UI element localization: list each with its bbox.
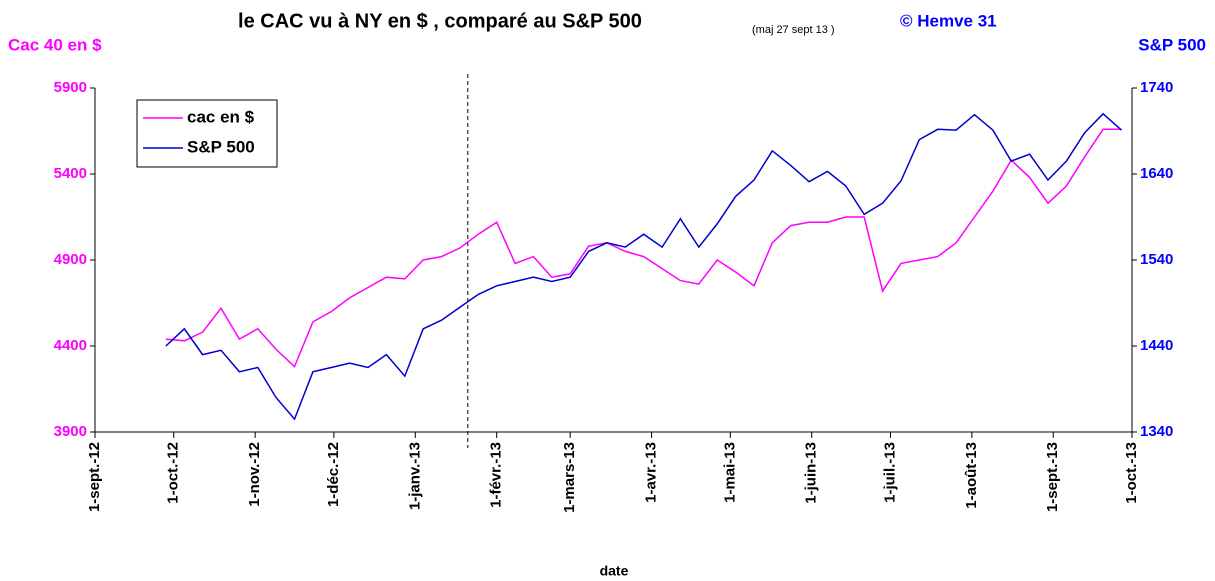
x-tick-label: 1-oct.-13 [1123, 442, 1140, 504]
y2-tick-label: 1640 [1140, 165, 1173, 182]
y-tick-label: 4900 [54, 251, 87, 268]
y-tick-label: 3900 [54, 423, 87, 440]
x-tick-label: 1-janv.-13 [406, 442, 423, 510]
y2-tick-label: 1740 [1140, 79, 1173, 96]
legend-box [136, 99, 278, 168]
x-tick-label: 1-févr.-13 [488, 442, 505, 508]
y-axis-title: Cac 40 en $ [8, 35, 102, 54]
y2-axis-title: S&P 500 [1138, 35, 1206, 54]
x-tick-label: 1-mars-13 [561, 442, 578, 513]
x-tick-label: 1-mai-13 [721, 442, 738, 503]
y-tick-label: 5400 [54, 165, 87, 182]
y2-tick-label: 1540 [1140, 251, 1173, 268]
x-tick-label: 1-avr.-13 [643, 442, 660, 503]
x-tick-label: 1-déc.-12 [325, 442, 342, 507]
chart-title: le CAC vu à NY en $ , comparé au S&P 500 [238, 10, 642, 32]
series-line [165, 128, 1122, 368]
y2-tick-label: 1340 [1140, 423, 1173, 440]
y-tick-label: 5900 [54, 79, 87, 96]
y2-tick-label: 1440 [1140, 337, 1173, 354]
x-tick-label: 1-oct.-12 [165, 442, 182, 504]
x-tick-label: 1-sept.-12 [86, 442, 103, 512]
x-tick-label: 1-juil.-13 [881, 442, 898, 503]
series-line [165, 112, 1122, 421]
chart-subtitle: (maj 27 sept 13 ) [752, 24, 835, 36]
x-tick-label: 1-sept.-13 [1044, 442, 1061, 512]
x-tick-label: 1-juin-13 [803, 442, 820, 504]
legend-label: S&P 500 [187, 137, 255, 156]
credit: © Hemve 31 [900, 11, 997, 30]
x-tick-label: 1-nov.-12 [246, 442, 263, 507]
x-tick-label: 1-août-13 [963, 442, 980, 509]
legend-label: cac en $ [187, 107, 255, 126]
y-tick-label: 4400 [54, 337, 87, 354]
x-axis-title: date [600, 563, 629, 579]
